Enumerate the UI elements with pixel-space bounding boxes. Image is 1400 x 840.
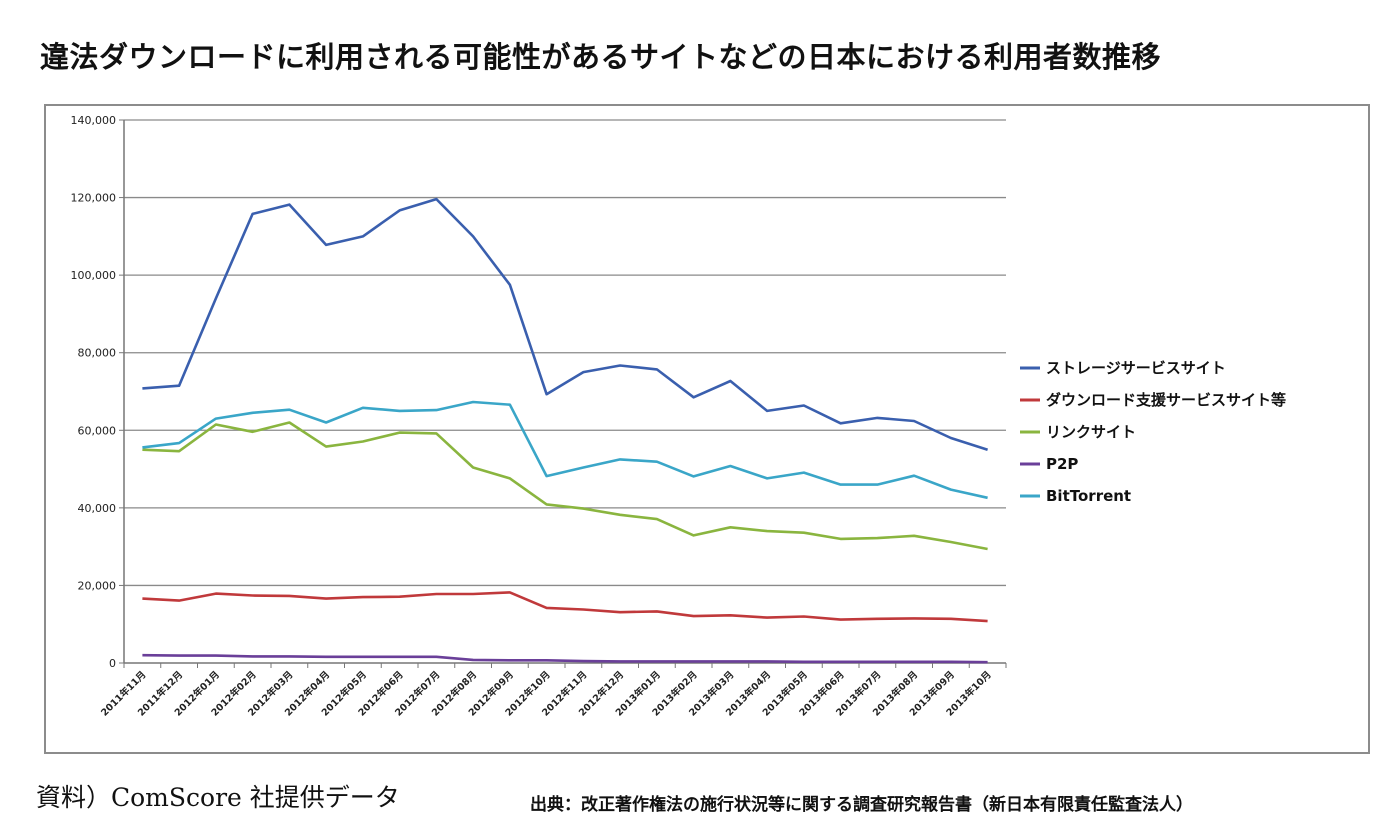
series-line — [142, 591, 988, 623]
y-tick-label: 80,000 — [78, 347, 117, 360]
legend-label: ストレージサービスサイト — [1046, 359, 1226, 377]
y-tick-label: 20,000 — [78, 579, 117, 592]
data-source-note: 資料）ComScore 社提供データ — [36, 783, 400, 812]
legend-label: P2P — [1046, 455, 1078, 473]
y-tick-label: 0 — [109, 657, 116, 670]
citation-note: 出典：改正著作権法の施行状況等に関する調査研究報告書（新日本有限責任監査法人） — [530, 795, 1193, 815]
chart-title: 違法ダウンロードに利用される可能性があるサイトなどの日本における利用者数推移 — [40, 40, 1162, 74]
y-tick-label: 100,000 — [71, 269, 117, 282]
y-tick-label: 120,000 — [71, 192, 117, 205]
series-line — [142, 197, 988, 451]
y-tick-label: 40,000 — [78, 502, 117, 515]
legend-label: リンクサイト — [1046, 423, 1136, 441]
line-chart: 0 20,000 40,000 60,000 80,000 100,000 120,000 1… — [71, 114, 1287, 719]
series-line — [142, 421, 988, 551]
y-tick-label: 140,000 — [71, 114, 117, 127]
legend-label: BitTorrent — [1046, 487, 1131, 505]
series-line — [142, 653, 988, 664]
y-tick-label: 60,000 — [78, 424, 117, 437]
legend-label: ダウンロード支援サービスサイト等 — [1046, 391, 1286, 409]
series-line — [142, 400, 988, 500]
